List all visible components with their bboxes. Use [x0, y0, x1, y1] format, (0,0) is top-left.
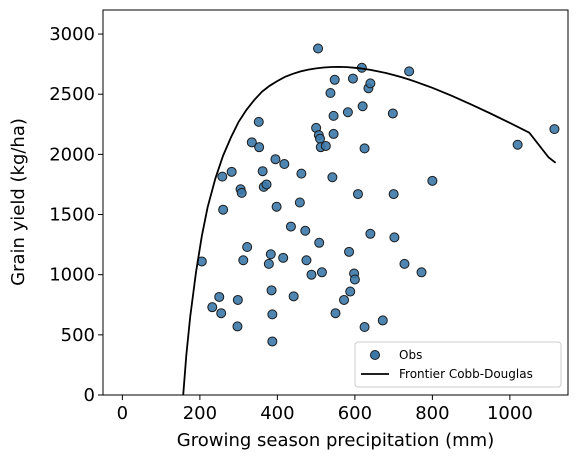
- obs-point: [232, 294, 243, 305]
- x-tick-label: 1000: [487, 403, 533, 424]
- obs-point: [328, 128, 339, 139]
- y-axis-label: Grain yield (kg/ha): [8, 118, 29, 286]
- y-tick-label: 3000: [49, 24, 95, 45]
- obs-point: [316, 267, 327, 278]
- obs-point: [217, 171, 228, 182]
- frontier-cobb-douglas-line: [182, 65, 557, 395]
- obs-point: [257, 166, 268, 177]
- legend-obs-label: Obs: [399, 348, 422, 362]
- x-axis-label: Growing season precipitation (mm): [177, 430, 494, 451]
- obs-point: [306, 269, 317, 280]
- y-axis: 0 500 1000 1500 2000 2500 3000: [49, 24, 103, 406]
- x-tick-label: 800: [415, 403, 449, 424]
- obs-point: [300, 225, 311, 236]
- obs-point: [427, 175, 438, 186]
- y-tick-label: 500: [61, 325, 95, 346]
- y-tick-label: 1500: [49, 205, 95, 226]
- obs-point: [288, 291, 299, 302]
- obs-point: [296, 168, 307, 179]
- obs-point: [349, 274, 360, 285]
- obs-point: [265, 249, 276, 260]
- obs-point: [357, 101, 368, 112]
- obs-point: [365, 78, 376, 89]
- obs-point: [246, 137, 257, 148]
- obs-point: [278, 252, 289, 263]
- obs-point: [271, 201, 282, 212]
- obs-point: [313, 43, 324, 54]
- obs-point: [345, 286, 356, 297]
- obs-point: [216, 308, 227, 319]
- obs-point: [344, 246, 355, 257]
- x-tick-label: 600: [338, 403, 372, 424]
- obs-point: [320, 140, 331, 151]
- obs-point: [387, 108, 398, 119]
- obs-point: [236, 187, 247, 198]
- legend-frontier-label: Frontier Cobb-Douglas: [399, 367, 533, 381]
- legend-obs-marker: [370, 350, 380, 360]
- obs-point: [359, 143, 370, 154]
- obs-point: [388, 189, 399, 200]
- obs-point: [232, 321, 243, 332]
- obs-point: [238, 255, 249, 266]
- obs-point: [294, 197, 305, 208]
- obs-point: [352, 189, 363, 200]
- obs-point: [263, 258, 274, 269]
- legend-box: [354, 341, 562, 388]
- obs-point: [314, 237, 325, 248]
- obs-point: [285, 221, 296, 232]
- obs-point: [329, 74, 340, 85]
- y-tick-label: 2000: [49, 144, 95, 165]
- obs-point: [279, 159, 290, 169]
- x-tick-label: 0: [117, 403, 128, 424]
- obs-point: [207, 302, 218, 313]
- obs-point: [270, 154, 281, 165]
- obs-point: [327, 172, 338, 183]
- obs-point: [254, 142, 265, 153]
- obs-point: [261, 179, 272, 190]
- x-tick-label: 400: [260, 403, 294, 424]
- obs-point: [267, 309, 278, 320]
- obs-point: [214, 291, 225, 302]
- plot-frame: [102, 9, 569, 396]
- y-tick-label: 2500: [49, 84, 95, 105]
- obs-point: [242, 242, 253, 253]
- frontier-line-layer: [182, 65, 557, 395]
- x-tick-label: 200: [183, 403, 217, 424]
- y-tick-label: 1000: [49, 265, 95, 286]
- obs-point: [328, 110, 339, 121]
- obs-point: [347, 73, 358, 84]
- obs-point: [359, 322, 370, 333]
- obs-point: [325, 88, 336, 99]
- obs-point: [365, 228, 376, 239]
- obs-point: [404, 66, 415, 77]
- obs-point: [399, 258, 410, 269]
- obs-point: [330, 308, 341, 319]
- obs-point: [226, 166, 237, 177]
- obs-point: [377, 315, 388, 326]
- x-axis: 0 200 400 600 800 1000: [117, 395, 533, 424]
- obs-point: [301, 255, 312, 266]
- obs-point: [339, 294, 350, 305]
- obs-point: [253, 116, 264, 127]
- obs-point: [549, 124, 560, 135]
- obs-point: [389, 232, 400, 243]
- obs-point: [416, 267, 427, 278]
- legend: Obs Frontier Cobb-Douglas: [354, 341, 562, 388]
- obs-point: [267, 336, 278, 347]
- scatter-points: [196, 43, 560, 347]
- obs-point: [218, 204, 229, 215]
- obs-point: [512, 139, 523, 150]
- obs-point: [266, 285, 277, 296]
- y-tick-label: 0: [84, 385, 95, 406]
- obs-point: [342, 107, 353, 118]
